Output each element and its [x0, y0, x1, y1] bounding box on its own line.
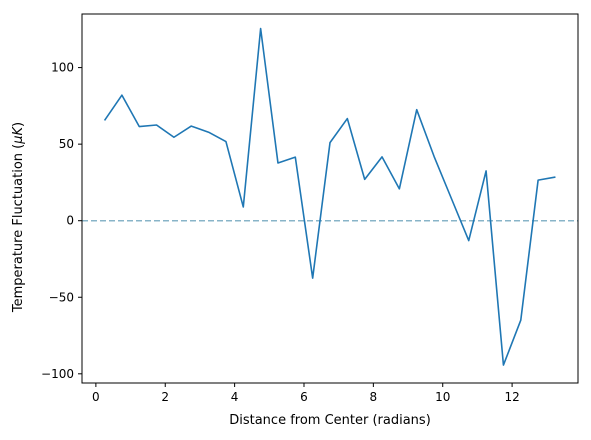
- x-tick-label: 12: [504, 390, 519, 404]
- y-tick-label: −50: [49, 290, 74, 304]
- axes: [82, 14, 578, 383]
- y-tick-label: 50: [59, 137, 74, 151]
- x-tick-label: 10: [435, 390, 450, 404]
- y-tick-label: 0: [66, 214, 74, 228]
- y-tick-label: 100: [51, 61, 74, 75]
- x-axis-label: Distance from Center (radians): [229, 413, 431, 428]
- x-axis-ticks: 0 2 4 6 8 10 12: [92, 383, 520, 404]
- y-tick-label: −100: [41, 367, 74, 381]
- y-axis-label-unit: μK: [11, 125, 26, 144]
- x-tick-label: 0: [92, 390, 100, 404]
- y-axis-ticks: −100 −50 0 50 100: [41, 61, 82, 381]
- x-tick-label: 2: [161, 390, 169, 404]
- x-tick-label: 8: [370, 390, 378, 404]
- y-axis-label-suffix: ): [11, 122, 26, 127]
- y-axis-label: Temperature Fluctuation (μK): [11, 122, 26, 313]
- series-layer: [105, 29, 556, 366]
- series-line-0: [105, 29, 556, 366]
- x-tick-label: 4: [231, 390, 239, 404]
- y-axis-label-text: Temperature Fluctuation (: [11, 144, 26, 313]
- axes-frame: [82, 14, 578, 383]
- x-tick-label: 6: [300, 390, 308, 404]
